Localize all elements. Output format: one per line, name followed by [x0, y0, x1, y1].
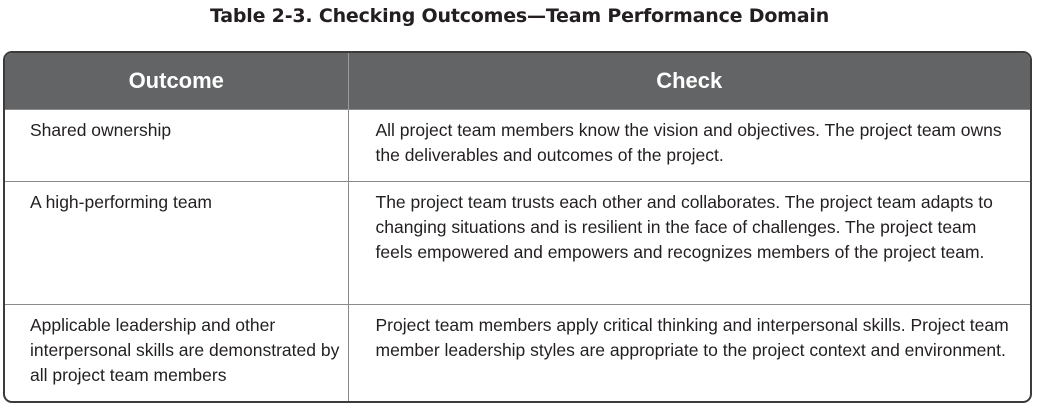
column-header-check: Check	[347, 53, 1030, 110]
outcomes-table-grid: Outcome Check Shared ownership All proje…	[5, 53, 1030, 401]
table-row: Applicable leadership and other interper…	[5, 304, 1030, 401]
table-header-row: Outcome Check	[5, 53, 1030, 110]
table-row: Shared ownership All project team member…	[5, 109, 1030, 182]
check-cell: All project team members know the vision…	[347, 109, 1030, 182]
column-header-outcome: Outcome	[5, 53, 348, 110]
check-cell: Project team members apply critical thin…	[347, 304, 1030, 401]
check-cell: The project team trusts each other and c…	[347, 181, 1030, 305]
outcomes-table: Outcome Check Shared ownership All proje…	[3, 51, 1032, 403]
outcome-cell: Shared ownership	[5, 109, 348, 182]
outcome-cell: Applicable leadership and other interper…	[5, 304, 348, 401]
table-row: A high-performing team The project team …	[5, 181, 1030, 305]
outcome-cell: A high-performing team	[5, 181, 348, 305]
table-caption: Table 2-3. Checking Outcomes—Team Perfor…	[209, 5, 830, 27]
